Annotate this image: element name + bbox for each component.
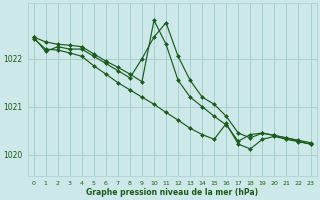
X-axis label: Graphe pression niveau de la mer (hPa): Graphe pression niveau de la mer (hPa) [86,188,258,197]
